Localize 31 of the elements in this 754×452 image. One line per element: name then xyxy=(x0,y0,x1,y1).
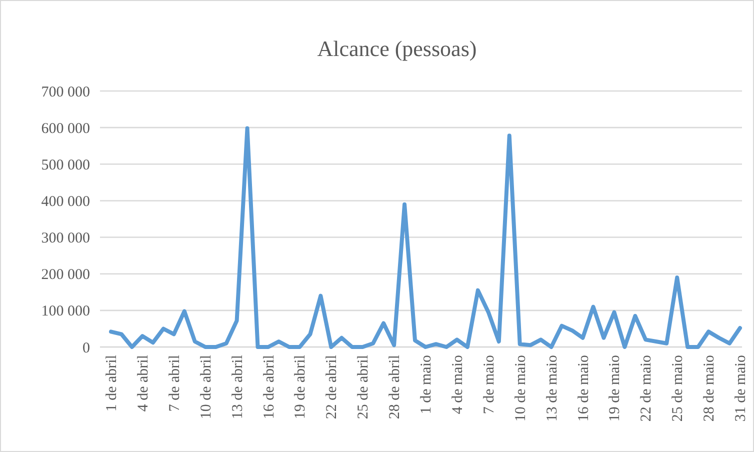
x-tick-label: 28 de abril xyxy=(387,355,404,420)
y-tick-label: 700 000 xyxy=(41,84,90,100)
x-tick-label: 10 de abril xyxy=(198,355,214,420)
x-tick-label: 16 de abril xyxy=(261,355,278,420)
x-tick-label: 1 de maio xyxy=(418,355,434,414)
x-tick-label: 13 de abril xyxy=(230,355,246,420)
x-tick-label: 19 de abril xyxy=(292,355,309,420)
y-tick-label: 500 000 xyxy=(41,157,90,174)
x-tick-label: 25 de maio xyxy=(670,355,686,422)
x-tick-label: 25 de abril xyxy=(356,355,372,420)
x-tick-label: 7 de abril xyxy=(166,355,183,412)
x-tick-label: 10 de maio xyxy=(512,355,529,422)
x-tick-label: 13 de maio xyxy=(544,355,560,422)
x-tick-label: 22 de maio xyxy=(638,355,655,422)
y-tick-label: 400 000 xyxy=(41,194,90,210)
x-tick-label: 31 de maio xyxy=(733,355,749,422)
x-tick-label: 16 de maio xyxy=(576,355,592,422)
x-tick-label: 7 de maio xyxy=(481,355,498,414)
x-tick-label: 19 de maio xyxy=(607,355,624,422)
x-tick-label: 4 de abril xyxy=(135,355,152,412)
y-tick-label: 0 xyxy=(82,340,90,356)
x-tick-label: 28 de maio xyxy=(702,355,718,422)
x-tick-label: 22 de abril xyxy=(324,355,340,420)
line-series xyxy=(109,126,742,349)
chart-title: Alcance (pessoas) xyxy=(317,36,477,61)
y-tick-label: 100 000 xyxy=(41,304,90,320)
y-tick-label: 600 000 xyxy=(41,120,90,137)
y-tick-label: 200 000 xyxy=(41,267,90,284)
x-tick-label: 4 de maio xyxy=(450,355,466,414)
x-tick-label: 1 de abril xyxy=(104,355,120,412)
y-tick-label: 300 000 xyxy=(41,230,90,247)
